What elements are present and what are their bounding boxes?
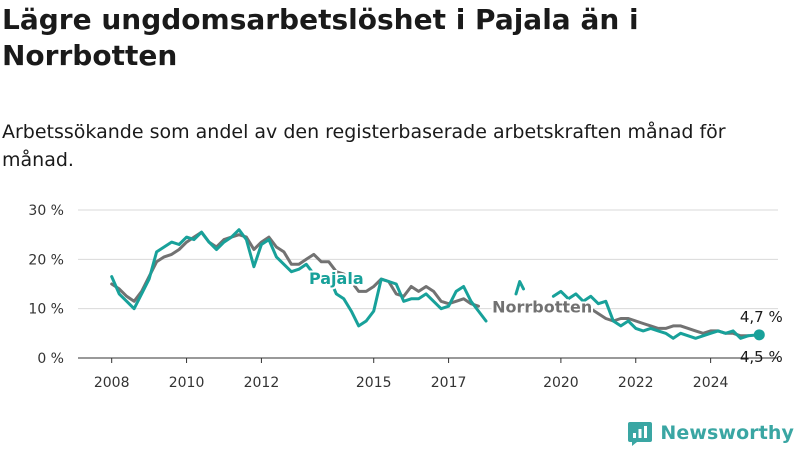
pajala-end-label: 4,7 % [740,308,783,326]
x-tick-label: 2010 [169,375,205,391]
x-tick-label: 2020 [543,375,579,391]
x-tick-label: 2017 [431,375,467,391]
x-tick-label: 2024 [693,375,729,391]
brand-name: Newsworthy [660,422,794,444]
y-tick-label: 20 % [28,252,64,268]
pajala-series-line [110,228,488,328]
brand-logo[interactable]: Newsworthy [627,420,794,446]
y-tick-label: 0 % [37,351,64,367]
series-lines [110,228,765,341]
x-tick-label: 2012 [244,375,280,391]
x-axis: 2008 2010 2012 2015 2017 2020 2022 2024 [94,358,729,391]
x-tick-label: 2022 [618,375,654,391]
grid [78,209,778,359]
pajala-series-label: Pajala [309,269,364,288]
y-tick-label: 10 % [28,302,64,318]
newsworthy-logo-icon [628,422,653,446]
norrbotten-series-line [110,230,480,308]
x-tick-label: 2015 [356,375,392,391]
norrbotten-series-label: Norrbotten [492,298,592,317]
y-axis: 0 % 10 % 20 % 30 % [28,203,64,367]
pajala-end-point [753,329,765,341]
line-chart: 0 % 10 % 20 % 30 % 2008 2010 2012 2015 2017 2020… [28,203,783,391]
pajala-series-line [514,280,525,296]
y-tick-label: 30 % [28,203,64,219]
norrbotten-end-label: 4,5 % [740,348,783,366]
annotations: 4,7 % 4,5 % Pajala Norrbotten [307,267,783,366]
x-tick-label: 2008 [94,375,130,391]
pajala-series-line [551,289,761,340]
chart-subtitle: Arbetssökande som andel av den registerb… [2,121,726,171]
chart-title: Lägre ungdomsarbetslöshet i Pajala än i … [2,3,639,72]
